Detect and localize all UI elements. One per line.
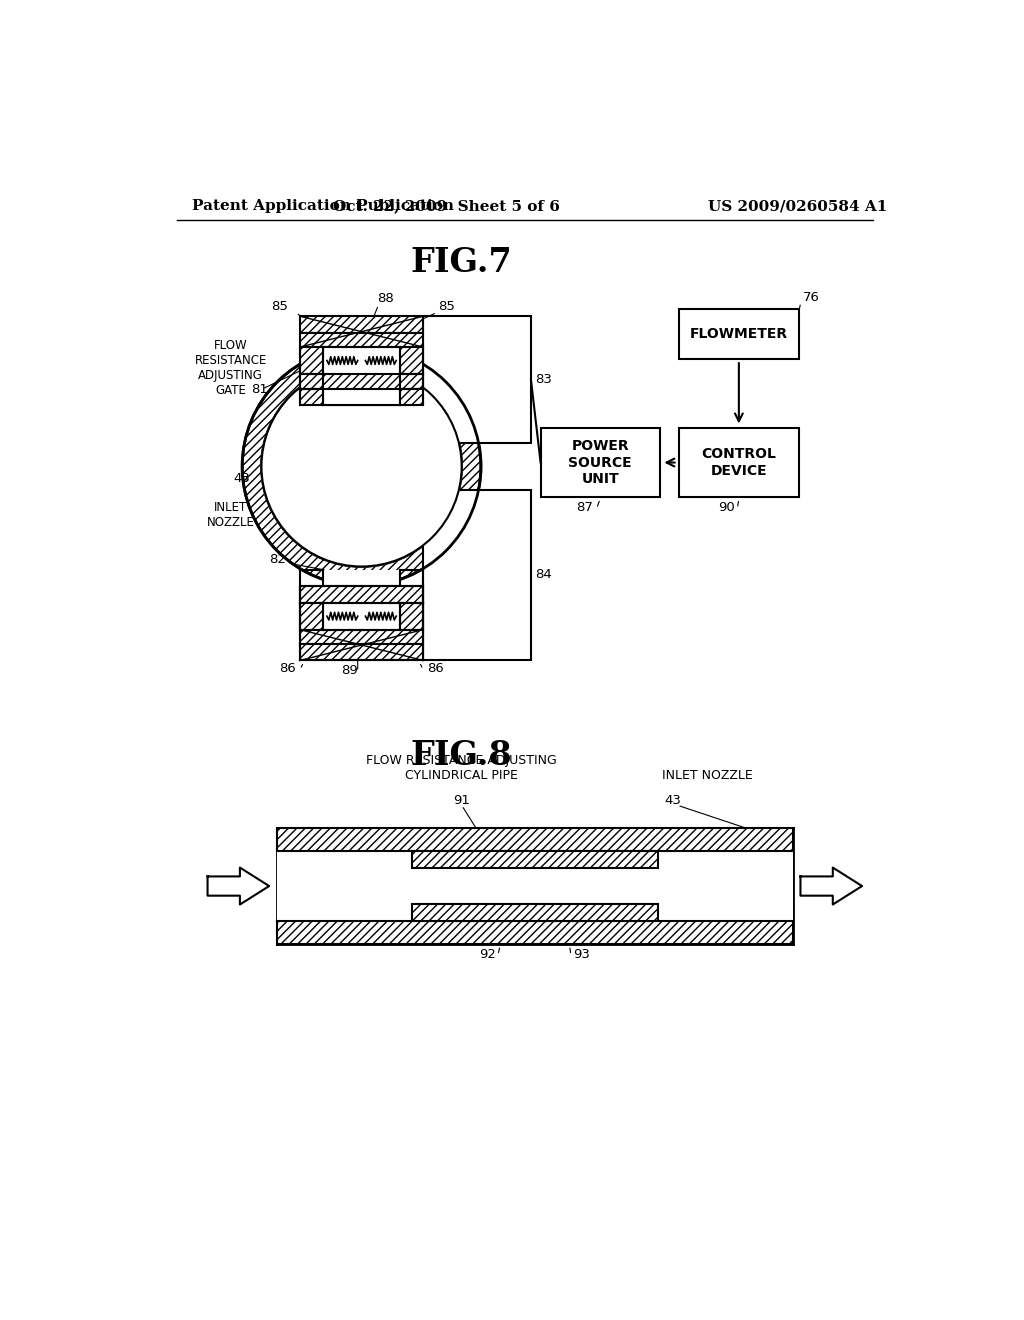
Text: 92: 92 xyxy=(479,948,497,961)
Text: FLOW
RESISTANCE
ADJUSTING
GATE: FLOW RESISTANCE ADJUSTING GATE xyxy=(195,339,267,397)
Bar xyxy=(400,603,423,630)
Text: US 2009/0260584 A1: US 2009/0260584 A1 xyxy=(708,199,888,213)
Bar xyxy=(300,374,423,389)
Text: 85: 85 xyxy=(438,300,456,313)
Text: 84: 84 xyxy=(535,569,552,582)
Text: 86: 86 xyxy=(427,663,443,675)
Text: FIG.8: FIG.8 xyxy=(411,739,513,772)
Bar xyxy=(423,490,531,660)
Text: FIG.7: FIG.7 xyxy=(411,246,513,279)
Bar xyxy=(300,317,423,333)
Bar xyxy=(323,570,400,586)
Text: FLOWMETER: FLOWMETER xyxy=(690,326,787,341)
Text: 83: 83 xyxy=(535,374,552,387)
Bar xyxy=(323,347,400,405)
Text: 85: 85 xyxy=(271,300,289,313)
Bar xyxy=(323,347,400,374)
Bar xyxy=(300,333,423,347)
Text: FLOW RESISTANCE ADJUSTING
CYLINDRICAL PIPE: FLOW RESISTANCE ADJUSTING CYLINDRICAL PI… xyxy=(367,754,557,781)
Bar xyxy=(300,389,323,405)
Text: 43: 43 xyxy=(665,793,681,807)
Text: 43: 43 xyxy=(233,471,250,484)
Text: 87: 87 xyxy=(575,502,593,513)
Bar xyxy=(412,851,658,869)
Bar xyxy=(679,428,799,498)
Bar xyxy=(400,347,423,374)
Bar xyxy=(323,347,400,378)
Bar xyxy=(276,921,793,944)
Text: 89: 89 xyxy=(341,664,357,677)
Text: CONTROL
DEVICE: CONTROL DEVICE xyxy=(701,447,776,478)
Bar xyxy=(323,599,400,630)
Bar xyxy=(276,851,793,921)
Text: 76: 76 xyxy=(803,290,819,304)
Text: INLET NOZZLE: INLET NOZZLE xyxy=(662,770,753,781)
Text: POWER
SOURCE
UNIT: POWER SOURCE UNIT xyxy=(568,440,632,486)
Bar xyxy=(300,347,323,374)
Bar xyxy=(541,428,659,498)
Bar xyxy=(300,644,423,660)
Text: 93: 93 xyxy=(573,948,590,961)
Circle shape xyxy=(261,367,462,566)
Text: INLET
NOZZLE: INLET NOZZLE xyxy=(207,502,255,529)
Bar xyxy=(323,603,400,630)
Bar xyxy=(323,389,400,405)
Bar xyxy=(679,309,799,359)
Bar xyxy=(276,829,793,851)
Text: Patent Application Publication: Patent Application Publication xyxy=(193,199,455,213)
Bar xyxy=(400,389,423,405)
Bar xyxy=(423,317,531,444)
Text: 82: 82 xyxy=(269,553,286,566)
Bar xyxy=(300,630,423,644)
Text: 81: 81 xyxy=(252,383,268,396)
Text: 88: 88 xyxy=(377,293,393,305)
Text: 86: 86 xyxy=(280,663,296,675)
Polygon shape xyxy=(801,867,862,904)
Bar xyxy=(300,603,323,630)
Text: 91: 91 xyxy=(454,793,470,807)
Text: Oct. 22, 2009  Sheet 5 of 6: Oct. 22, 2009 Sheet 5 of 6 xyxy=(333,199,560,213)
Bar xyxy=(300,586,423,603)
Bar xyxy=(412,904,658,921)
Text: 90: 90 xyxy=(718,502,735,513)
Polygon shape xyxy=(208,867,269,904)
